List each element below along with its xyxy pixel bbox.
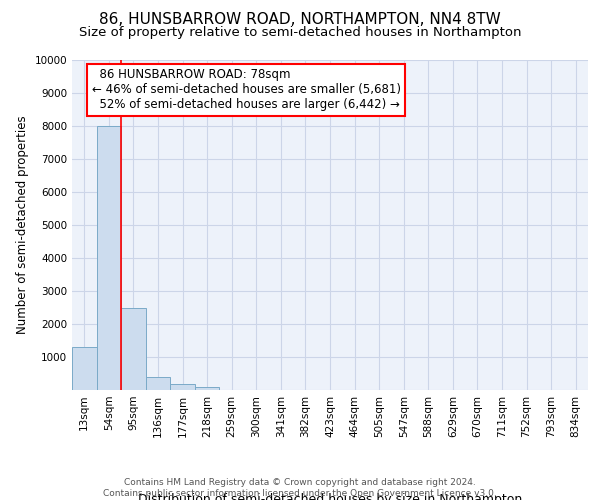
Text: 86, HUNSBARROW ROAD, NORTHAMPTON, NN4 8TW: 86, HUNSBARROW ROAD, NORTHAMPTON, NN4 8T…: [99, 12, 501, 28]
Bar: [195, 386, 220, 390]
Bar: [146, 377, 170, 390]
X-axis label: Distribution of semi-detached houses by size in Northampton: Distribution of semi-detached houses by …: [138, 492, 522, 500]
Text: Contains HM Land Registry data © Crown copyright and database right 2024.
Contai: Contains HM Land Registry data © Crown c…: [103, 478, 497, 498]
Text: 86 HUNSBARROW ROAD: 78sqm
← 46% of semi-detached houses are smaller (5,681)
  52: 86 HUNSBARROW ROAD: 78sqm ← 46% of semi-…: [92, 68, 401, 112]
Bar: [121, 308, 146, 390]
Bar: [97, 126, 121, 390]
Y-axis label: Number of semi-detached properties: Number of semi-detached properties: [16, 116, 29, 334]
Bar: [72, 347, 97, 390]
Text: Size of property relative to semi-detached houses in Northampton: Size of property relative to semi-detach…: [79, 26, 521, 39]
Bar: [170, 384, 195, 390]
